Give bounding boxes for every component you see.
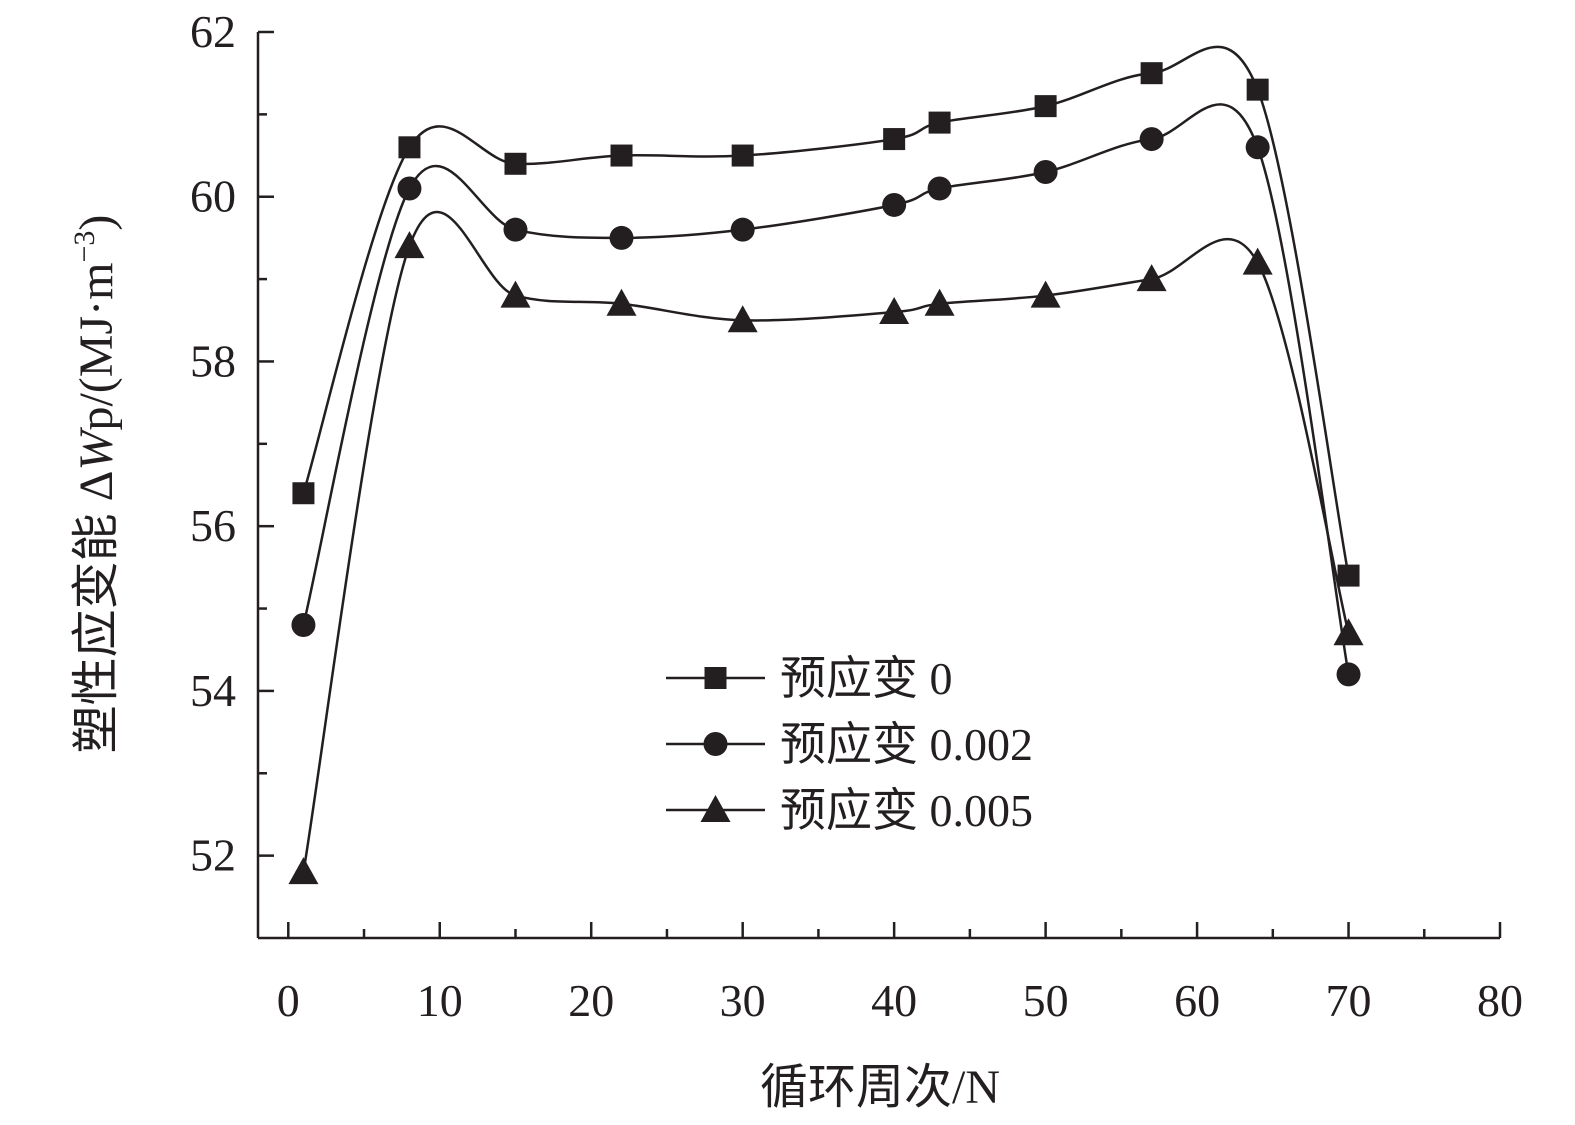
x-tick-label: 20 [568,975,614,1026]
legend-item-1: 预应变 0 [666,653,953,704]
data-point-triangle [924,288,955,316]
data-point-triangle [288,857,319,885]
series-line [302,103,1350,675]
data-point-triangle [1242,247,1273,275]
x-tick-label: 50 [1023,975,1069,1026]
legend-item-2: 预应变 0.002 [666,719,1033,770]
y-axis-title-superscript: −3 [68,231,101,263]
data-point-square [1140,62,1163,85]
series-3 [288,210,1364,885]
data-point-circle [730,217,755,242]
legend-marker-circle [703,732,728,756]
data-point-triangle [500,280,531,308]
series-1 [292,45,1360,587]
series-2 [291,103,1361,687]
data-point-circle [1033,160,1058,185]
y-axis-title-italic: W [70,427,123,471]
y-tick-label: 58 [190,335,236,386]
data-point-circle [1245,135,1270,160]
data-point-square [928,111,951,134]
data-point-square [398,136,421,159]
data-point-square [731,144,754,167]
legend-label: 预应变 0.005 [780,785,1033,836]
legend-label: 预应变 0 [780,653,953,704]
legend-item-3: 预应变 0.005 [666,785,1033,836]
y-tick-label: 56 [190,500,236,551]
data-point-triangle [879,297,910,325]
series-line [302,45,1350,576]
y-axis-title-prefix: 塑性应变能 Δ [70,471,123,754]
x-tick-label: 30 [720,975,766,1026]
data-point-circle [882,192,907,217]
axes: 0 10 20 30 40 50 60 70 80 52 54 56 58 60 62 [190,6,1523,1026]
data-point-circle [291,613,316,638]
data-point-triangle [1333,618,1364,646]
data-point-circle [397,176,422,201]
x-axis-title: 循环周次/N [760,1061,1000,1114]
data-point-circle [1336,662,1361,687]
data-point-triangle [606,288,637,316]
data-point-circle [609,225,634,250]
data-point-circle [503,217,528,242]
series-layer [288,45,1364,885]
data-point-circle [1139,127,1164,152]
x-tick-label: 40 [871,975,917,1026]
data-point-triangle [1030,280,1061,308]
data-point-triangle [727,305,758,333]
y-axis-title-suffix: p/(MJ·m [70,263,123,431]
y-axis-title-close: ) [70,215,123,231]
series-line [302,210,1350,873]
data-point-triangle [394,231,425,259]
x-tick-label: 80 [1477,975,1523,1026]
x-tick-label: 10 [417,975,463,1026]
data-point-square [883,128,906,151]
y-tick-label: 54 [190,665,236,716]
data-point-square [292,482,315,505]
y-tick-label: 52 [190,830,236,881]
legend-marker-square [704,667,727,689]
legend-label: 预应变 0.002 [780,719,1033,770]
y-tick-label: 60 [190,171,236,222]
y-axis-title: 塑性应变能 ΔWp/(MJ·m−3) [68,215,123,754]
data-point-square [1246,78,1269,101]
x-tick-label: 60 [1174,975,1220,1026]
data-point-triangle [1136,264,1167,292]
data-point-square [610,144,633,167]
data-point-square [1337,564,1360,587]
data-point-square [1034,95,1057,118]
x-tick-label: 0 [277,975,300,1026]
data-point-square [504,152,527,175]
y-tick-label: 62 [190,6,236,57]
legend-marker-triangle [700,795,731,822]
data-point-circle [927,176,952,201]
legend: 预应变 0 预应变 0.002 预应变 0.005 [666,653,1033,836]
x-tick-label: 70 [1326,975,1372,1026]
